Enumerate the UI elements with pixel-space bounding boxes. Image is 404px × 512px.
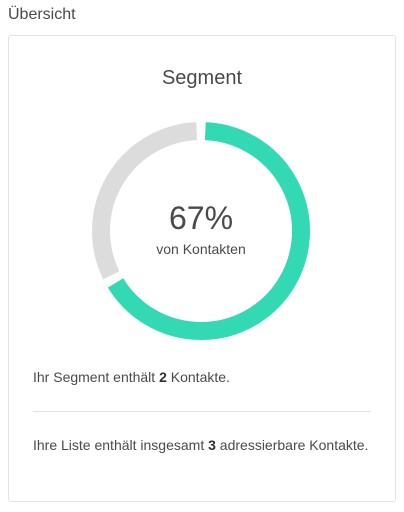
donut-center: 67% von Kontakten	[86, 116, 316, 346]
segment-card: Segment 67% von Kontakten Ihr Segment en…	[8, 35, 396, 502]
divider	[33, 411, 371, 412]
list-contacts-count: 3	[208, 437, 216, 453]
percent-caption: von Kontakten	[156, 241, 246, 257]
list-contacts-suffix: adressierbare Kontakte.	[215, 437, 369, 453]
segment-contacts-count: 2	[159, 369, 167, 385]
segment-contacts-prefix: Ihr Segment enthält	[33, 369, 160, 385]
donut-chart: 67% von Kontakten	[86, 116, 316, 346]
donut-value-arc	[107, 122, 310, 340]
list-contacts-prefix: Ihre Liste enthält insgesamt	[33, 437, 209, 453]
segment-contacts-suffix: Kontakte.	[166, 369, 230, 385]
section-title: Übersicht	[8, 6, 76, 23]
card-title: Segment	[161, 67, 243, 89]
donut-track-arc	[92, 122, 198, 280]
donut-svg	[92, 122, 310, 340]
percent-value: 67%	[168, 200, 234, 236]
segment-contacts-text: Ihr Segment enthält 2 Kontakte.	[33, 369, 230, 385]
list-contacts-text: Ihre Liste enthält insgesamt 3 adressier…	[33, 437, 368, 453]
